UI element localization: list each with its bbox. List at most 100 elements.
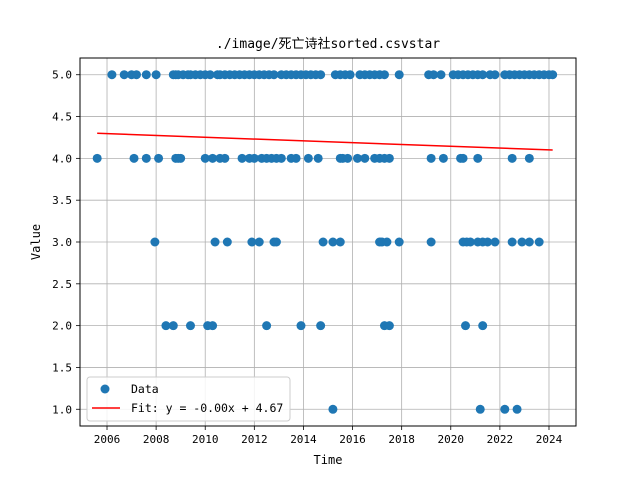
data-point [276,153,286,163]
x-axis-label: Time [314,453,343,467]
x-tick-label: 2008 [143,433,170,446]
data-point [507,153,517,163]
data-point [303,153,313,163]
legend: Data Fit: y = -0.00x + 4.67 [86,376,291,422]
data-point [534,237,544,247]
x-tick-label: 2010 [192,433,219,446]
data-point [512,404,522,414]
data-point [490,70,500,80]
x-tick-label: 2018 [388,433,415,446]
data-point [500,404,510,414]
data-point [426,237,436,247]
data-point [524,237,534,247]
data-point [119,70,129,80]
data-point [129,153,139,163]
y-tick-label: 4.0 [52,152,72,165]
data-point [254,237,264,247]
data-point [384,153,394,163]
data-point [222,237,232,247]
data-point [490,237,500,247]
data-point [316,70,326,80]
data-point [205,70,215,80]
x-tick-label: 2020 [438,433,465,446]
legend-marker-data [100,384,110,394]
data-point [291,153,301,163]
data-point [131,70,141,80]
data-point [507,237,517,247]
data-point [262,321,272,331]
data-point [316,321,326,331]
x-axis-ticks: 2006 2008 2010 2012 2014 2016 2018 2020 2022 2024 [94,426,563,446]
data-point [517,237,527,247]
data-point [379,70,389,80]
data-point [237,153,247,163]
data-point [208,321,218,331]
data-point [328,404,338,414]
data-point [352,153,362,163]
data-point [524,153,534,163]
x-tick-label: 2024 [536,433,563,446]
data-point [269,70,279,80]
data-point [483,237,493,247]
legend-label-fit: Fit: y = -0.00x + 4.67 [131,401,283,415]
chart-title: ./image/死亡诗社sorted.csvstar [216,36,440,52]
data-point [313,153,323,163]
data-point [107,70,117,80]
data-point [154,153,164,163]
x-tick-label: 2012 [241,433,268,446]
y-tick-label: 2.5 [52,278,72,291]
data-points [92,70,558,414]
y-tick-label: 3.5 [52,194,72,207]
data-point [247,237,257,247]
data-point [478,70,488,80]
data-point [475,404,485,414]
y-tick-label: 2.0 [52,320,72,333]
data-point [458,153,468,163]
data-point [141,153,151,163]
data-point [296,321,306,331]
data-point [200,153,210,163]
data-point [208,153,218,163]
y-tick-label: 5.0 [52,69,72,82]
data-point [185,321,195,331]
data-point [249,153,259,163]
data-point [271,237,281,247]
legend-label-data: Data [131,382,159,396]
fit-layer [97,132,553,151]
data-point [345,70,355,80]
x-tick-label: 2014 [290,433,317,446]
data-point [429,70,439,80]
data-point [461,321,471,331]
data-point [384,321,394,331]
data-point [150,237,160,247]
data-point [318,237,328,247]
data-point [161,321,171,331]
data-point [438,153,448,163]
data-point [473,153,483,163]
y-axis-label: Value [29,224,43,260]
data-point [168,321,178,331]
fit-line [97,132,553,151]
y-tick-label: 3.0 [52,236,72,249]
data-point [426,153,436,163]
data-point [394,70,404,80]
x-tick-label: 2016 [339,433,366,446]
data-point [360,153,370,163]
data-point [220,153,230,163]
data-point [92,153,102,163]
x-tick-label: 2006 [94,433,121,446]
legend-box [86,376,291,422]
y-axis-ticks: 1.0 1.5 2.0 2.5 3.0 3.5 4.0 4.5 5.0 [52,69,80,416]
data-point [394,237,404,247]
y-tick-label: 1.5 [52,361,72,374]
data-point [335,237,345,247]
y-tick-label: 4.5 [52,111,72,124]
data-point [141,70,151,80]
data-point [343,153,353,163]
data-point [210,237,220,247]
data-point [176,153,186,163]
data-point [382,237,392,247]
data-point [328,237,338,247]
x-tick-label: 2022 [487,433,514,446]
